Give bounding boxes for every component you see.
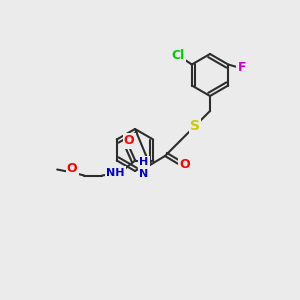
Text: NH: NH bbox=[106, 167, 125, 178]
Text: S: S bbox=[190, 119, 200, 133]
Text: Cl: Cl bbox=[172, 49, 185, 62]
Text: O: O bbox=[124, 134, 134, 148]
Text: O: O bbox=[179, 158, 190, 172]
Text: H
N: H N bbox=[140, 157, 148, 179]
Text: F: F bbox=[237, 61, 246, 74]
Text: O: O bbox=[67, 161, 77, 175]
